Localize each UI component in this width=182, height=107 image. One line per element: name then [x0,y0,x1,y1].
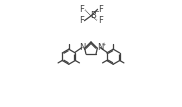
Text: N: N [79,43,85,52]
Text: B: B [90,11,96,20]
Text: +: + [102,42,106,47]
Text: −: − [95,8,99,13]
Text: F: F [79,4,84,13]
Text: F: F [79,16,84,25]
Text: N: N [97,43,103,52]
Text: F: F [98,16,103,25]
Text: F: F [98,4,103,13]
